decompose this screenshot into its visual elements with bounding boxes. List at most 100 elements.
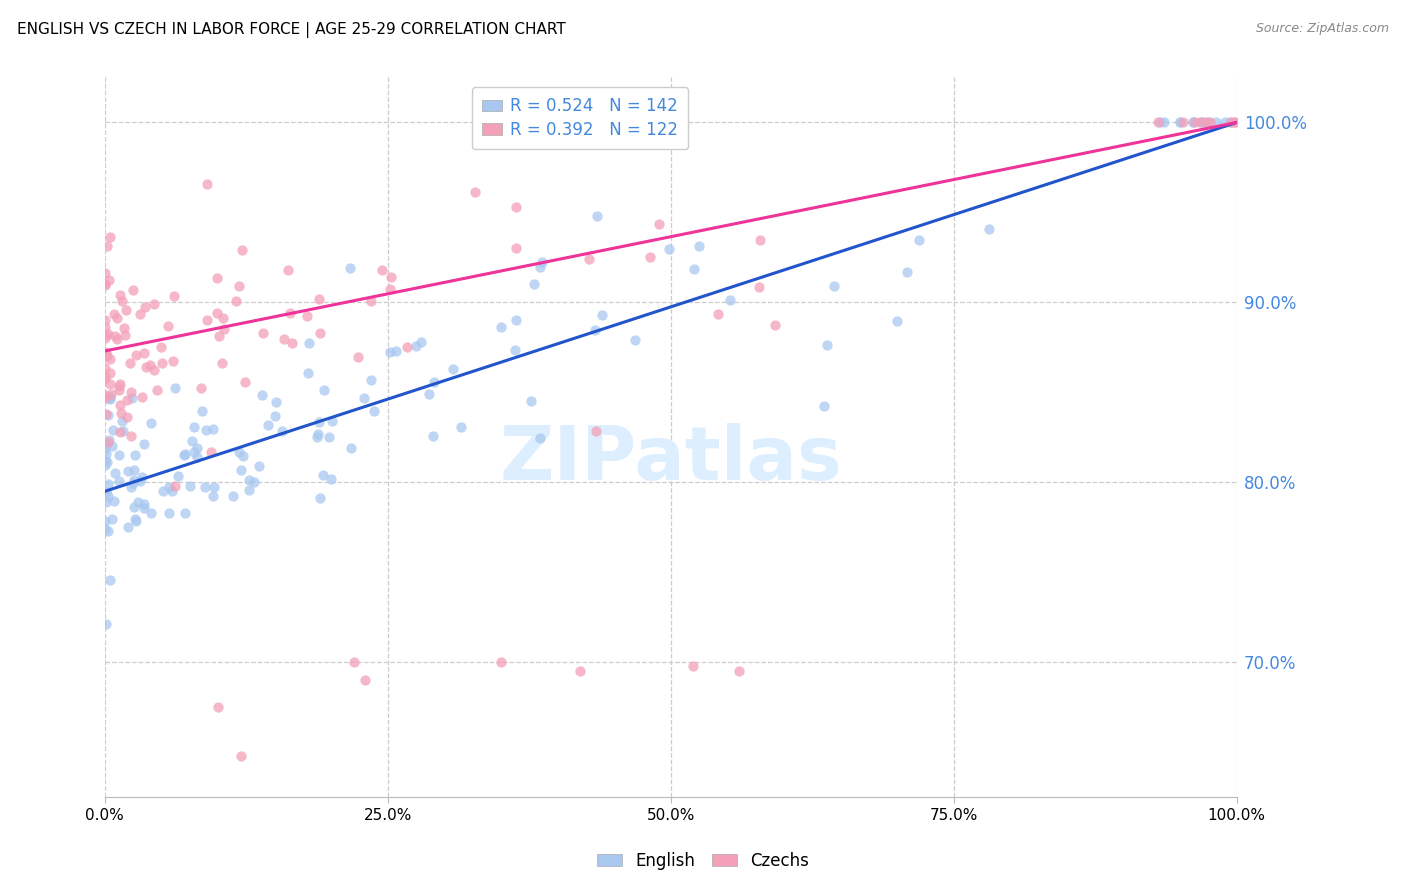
Point bbox=[312, 468, 335, 483]
Point bbox=[125, 348, 148, 362]
Point bbox=[505, 343, 527, 357]
Point bbox=[1223, 115, 1246, 129]
Point bbox=[347, 350, 370, 364]
Point bbox=[191, 403, 214, 417]
Point bbox=[505, 200, 527, 214]
Point bbox=[96, 328, 118, 343]
Point bbox=[96, 239, 118, 253]
Point bbox=[266, 395, 288, 409]
Point bbox=[363, 404, 385, 418]
Point bbox=[94, 447, 117, 461]
Point bbox=[748, 280, 770, 294]
Point bbox=[281, 336, 304, 351]
Point bbox=[93, 331, 115, 345]
Point bbox=[96, 455, 118, 469]
Point bbox=[252, 326, 274, 341]
Point bbox=[120, 480, 142, 494]
Point bbox=[450, 420, 472, 434]
Point bbox=[110, 294, 132, 309]
Point bbox=[441, 362, 464, 376]
Point bbox=[1149, 115, 1171, 129]
Point bbox=[211, 311, 233, 326]
Point bbox=[96, 476, 118, 491]
Point bbox=[1197, 115, 1219, 129]
Point bbox=[683, 262, 706, 277]
Point bbox=[94, 436, 117, 450]
Point bbox=[197, 178, 219, 192]
Point bbox=[120, 429, 142, 443]
Point bbox=[115, 302, 138, 317]
Point bbox=[97, 434, 120, 449]
Point bbox=[339, 261, 361, 276]
Point bbox=[297, 366, 319, 380]
Point bbox=[94, 522, 117, 536]
Point bbox=[96, 495, 118, 509]
Point bbox=[271, 425, 294, 439]
Point bbox=[129, 307, 152, 321]
Point bbox=[813, 399, 835, 413]
Text: Source: ZipAtlas.com: Source: ZipAtlas.com bbox=[1256, 22, 1389, 36]
Point bbox=[101, 423, 124, 437]
Point bbox=[319, 472, 342, 486]
Point bbox=[718, 293, 741, 307]
Point bbox=[354, 673, 377, 688]
Point bbox=[107, 384, 129, 398]
Point bbox=[529, 431, 551, 445]
Point bbox=[1168, 115, 1191, 129]
Point bbox=[163, 381, 186, 395]
Point bbox=[107, 474, 129, 488]
Point bbox=[128, 475, 150, 489]
Point bbox=[94, 320, 117, 334]
Point bbox=[117, 519, 139, 533]
Point bbox=[100, 387, 122, 401]
Point bbox=[489, 319, 512, 334]
Point bbox=[190, 380, 212, 394]
Point bbox=[1219, 115, 1241, 129]
Point bbox=[583, 323, 606, 337]
Point bbox=[132, 345, 155, 359]
Point bbox=[489, 656, 512, 670]
Point bbox=[93, 347, 115, 361]
Point bbox=[308, 326, 330, 341]
Point bbox=[115, 409, 138, 424]
Point bbox=[423, 375, 446, 389]
Point bbox=[519, 394, 541, 409]
Point bbox=[108, 398, 131, 412]
Point bbox=[100, 439, 122, 453]
Point bbox=[202, 480, 225, 494]
Point bbox=[157, 506, 180, 520]
Point bbox=[110, 406, 132, 420]
Point bbox=[107, 448, 129, 462]
Point bbox=[343, 656, 366, 670]
Point bbox=[1188, 115, 1211, 129]
Point bbox=[124, 512, 146, 526]
Point bbox=[114, 327, 136, 342]
Point bbox=[195, 313, 218, 327]
Point bbox=[569, 665, 592, 679]
Point bbox=[110, 425, 132, 439]
Point bbox=[591, 308, 613, 322]
Point bbox=[98, 351, 121, 366]
Point bbox=[143, 363, 166, 377]
Point bbox=[97, 524, 120, 538]
Point bbox=[243, 475, 266, 489]
Point bbox=[585, 424, 607, 438]
Point bbox=[396, 340, 419, 354]
Point bbox=[96, 407, 118, 421]
Point bbox=[380, 270, 402, 285]
Point bbox=[727, 665, 749, 679]
Point bbox=[505, 313, 527, 327]
Point bbox=[385, 344, 408, 359]
Point bbox=[207, 700, 229, 714]
Point bbox=[94, 348, 117, 362]
Point bbox=[1171, 115, 1194, 129]
Point bbox=[201, 422, 224, 436]
Point bbox=[103, 493, 125, 508]
Point bbox=[638, 250, 661, 264]
Point bbox=[225, 293, 247, 308]
Point bbox=[105, 332, 128, 346]
Point bbox=[264, 409, 287, 423]
Point bbox=[93, 514, 115, 528]
Point bbox=[180, 434, 202, 448]
Point bbox=[295, 309, 318, 323]
